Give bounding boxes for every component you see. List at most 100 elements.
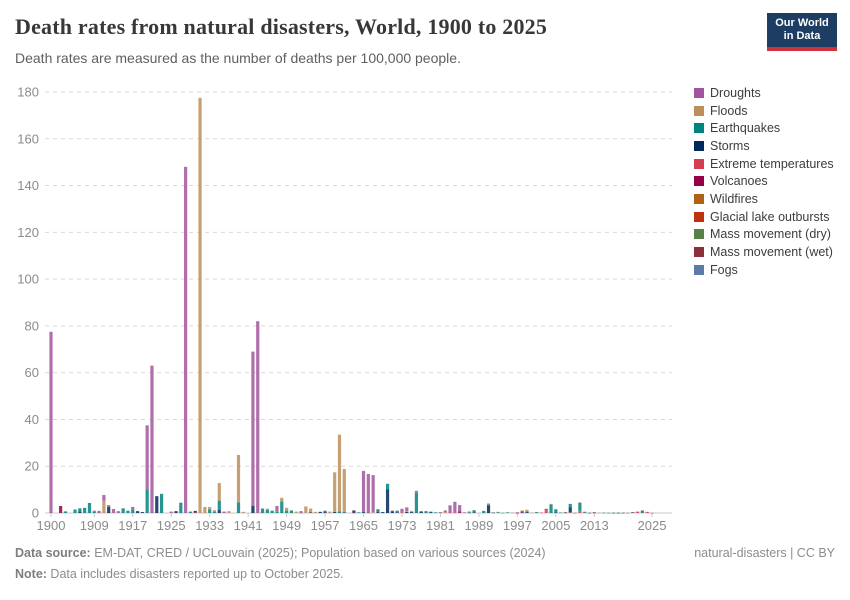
bar-earthquakes-2003[interactable] bbox=[544, 508, 548, 510]
bar-floods-1935[interactable] bbox=[217, 483, 221, 501]
bar-earthquakes-1990[interactable] bbox=[482, 510, 486, 513]
bar-floods-1931[interactable] bbox=[198, 97, 202, 513]
bar-earthquakes-1948[interactable] bbox=[280, 501, 284, 513]
bar-extreme_temperatures-2020[interactable] bbox=[626, 512, 630, 514]
bar-storms-1971[interactable] bbox=[390, 511, 394, 513]
bar-earthquakes-1923[interactable] bbox=[159, 493, 164, 513]
bar-earthquakes-1939[interactable] bbox=[236, 502, 241, 513]
bar-droughts-1981[interactable] bbox=[438, 512, 443, 513]
bar-earthquakes-1908[interactable] bbox=[87, 502, 92, 513]
bar-earthquakes-1970[interactable] bbox=[385, 483, 390, 490]
legend-item-floods[interactable]: Floods bbox=[694, 102, 844, 120]
bar-storms-2012[interactable] bbox=[587, 512, 592, 514]
bar-droughts-1910[interactable] bbox=[97, 510, 101, 513]
footer-license[interactable]: natural-disasters | CC BY bbox=[694, 546, 835, 560]
bar-earthquakes-1979[interactable] bbox=[429, 511, 433, 513]
legend-item-mass_movement_dry[interactable]: Mass movement (dry) bbox=[694, 226, 844, 244]
bar-earthquakes-2004[interactable] bbox=[549, 504, 553, 513]
bar-floods-1982[interactable] bbox=[443, 512, 447, 513]
bar-floods-1971[interactable] bbox=[390, 510, 394, 512]
bar-floods-2023[interactable] bbox=[640, 510, 644, 511]
bar-earthquakes-1957[interactable] bbox=[323, 510, 327, 513]
bar-floods-1961[interactable] bbox=[342, 469, 346, 513]
bar-volcanoes-1963[interactable] bbox=[352, 512, 356, 514]
bar-storms-1922[interactable] bbox=[155, 496, 159, 513]
bar-storms-1972[interactable] bbox=[395, 512, 399, 513]
bar-extreme_temperatures-2010[interactable] bbox=[578, 510, 582, 513]
bar-floods-1949[interactable] bbox=[284, 507, 289, 511]
legend-item-extreme_temperatures[interactable]: Extreme temperatures bbox=[694, 155, 844, 173]
bar-earthquakes-2015[interactable] bbox=[602, 512, 606, 514]
bar-floods-2014[interactable] bbox=[597, 512, 601, 514]
bar-earthquakes-1909[interactable] bbox=[92, 511, 96, 513]
bar-storms-1970[interactable] bbox=[385, 489, 390, 513]
bar-droughts-1947[interactable] bbox=[275, 505, 279, 512]
bar-earthquakes-2010[interactable] bbox=[578, 502, 582, 511]
bar-earthquakes-1968[interactable] bbox=[376, 509, 380, 513]
owid-logo[interactable]: Our World in Data bbox=[767, 13, 837, 51]
bar-floods-1932[interactable] bbox=[203, 506, 207, 513]
bar-storms-1992[interactable] bbox=[491, 512, 495, 514]
bar-storms-1999[interactable] bbox=[525, 512, 529, 513]
bar-storms-1969[interactable] bbox=[381, 512, 385, 513]
bar-floods-1958[interactable] bbox=[328, 511, 332, 513]
bar-storms-1954[interactable] bbox=[309, 512, 313, 513]
bar-earthquakes-1949[interactable] bbox=[284, 510, 289, 513]
bar-floods-2004[interactable] bbox=[549, 503, 553, 505]
bar-floods-2007[interactable] bbox=[563, 512, 568, 513]
bar-storms-1975[interactable] bbox=[410, 512, 414, 513]
bar-floods-1993[interactable] bbox=[496, 511, 500, 513]
bar-earthquakes-1980[interactable] bbox=[434, 512, 438, 513]
bar-droughts-1974[interactable] bbox=[405, 507, 409, 512]
bar-storms-1930[interactable] bbox=[193, 510, 197, 513]
bar-floods-1954[interactable] bbox=[309, 508, 313, 513]
bar-earthquakes-1929[interactable] bbox=[188, 511, 193, 513]
bar-earthquakes-1994[interactable] bbox=[501, 512, 505, 514]
bar-storms-2008[interactable] bbox=[568, 507, 572, 513]
bar-storms-1997[interactable] bbox=[515, 512, 519, 514]
bar-extreme_temperatures-2002[interactable] bbox=[539, 512, 544, 514]
bar-floods-1998[interactable] bbox=[520, 510, 524, 512]
bar-floods-2013[interactable] bbox=[592, 512, 596, 513]
bar-fogs-1952[interactable] bbox=[299, 512, 303, 514]
bar-storms-1918[interactable] bbox=[135, 511, 140, 513]
bar-droughts-1917[interactable] bbox=[131, 506, 135, 510]
bar-earthquakes-1935[interactable] bbox=[217, 500, 221, 510]
bar-droughts-1925[interactable] bbox=[169, 511, 173, 513]
bar-storms-1998[interactable] bbox=[520, 511, 524, 513]
bar-wildfires-1987[interactable] bbox=[467, 512, 471, 514]
bar-droughts-1968[interactable] bbox=[376, 509, 380, 510]
bar-floods-1948[interactable] bbox=[280, 497, 284, 502]
legend-item-fogs[interactable]: Fogs bbox=[694, 261, 844, 279]
bar-storms-1977[interactable] bbox=[419, 511, 423, 513]
bar-earthquakes-1915[interactable] bbox=[121, 508, 125, 513]
bar-floods-1991[interactable] bbox=[486, 503, 491, 505]
bar-storms-1957[interactable] bbox=[323, 512, 327, 513]
bar-storms-2019[interactable] bbox=[621, 512, 625, 514]
bar-floods-1911[interactable] bbox=[102, 500, 106, 513]
bar-storms-2017[interactable] bbox=[611, 512, 616, 514]
bar-earthquakes-2021[interactable] bbox=[631, 512, 635, 513]
bar-earthquakes-1960[interactable] bbox=[337, 511, 342, 513]
bar-droughts-1943[interactable] bbox=[256, 321, 260, 513]
bar-floods-1937[interactable] bbox=[227, 511, 231, 513]
bar-floods-1951[interactable] bbox=[294, 511, 298, 513]
bar-floods-1974[interactable] bbox=[405, 511, 409, 512]
bar-earthquakes-1987[interactable] bbox=[467, 512, 471, 513]
legend-item-wildfires[interactable]: Wildfires bbox=[694, 190, 844, 208]
bar-droughts-1911[interactable] bbox=[102, 494, 106, 501]
bar-storms-1979[interactable] bbox=[429, 512, 433, 513]
bar-volcanoes-1902[interactable] bbox=[59, 505, 63, 513]
bar-storms-1919[interactable] bbox=[140, 512, 144, 513]
bar-extreme_temperatures-2003[interactable] bbox=[544, 509, 548, 513]
bar-floods-1934[interactable] bbox=[212, 510, 217, 512]
bar-floods-1996[interactable] bbox=[510, 512, 515, 514]
legend-item-glacial_lake_outbursts[interactable]: Glacial lake outbursts bbox=[694, 208, 844, 226]
bar-storms-1985[interactable] bbox=[458, 511, 462, 512]
bar-earthquakes-1944[interactable] bbox=[260, 508, 265, 513]
bar-storms-1965[interactable] bbox=[361, 512, 366, 513]
bar-droughts-1952[interactable] bbox=[299, 511, 303, 513]
bar-floods-1987[interactable] bbox=[467, 511, 471, 513]
bar-earthquakes-1934[interactable] bbox=[212, 511, 217, 513]
legend-item-mass_movement_wet[interactable]: Mass movement (wet) bbox=[694, 243, 844, 261]
